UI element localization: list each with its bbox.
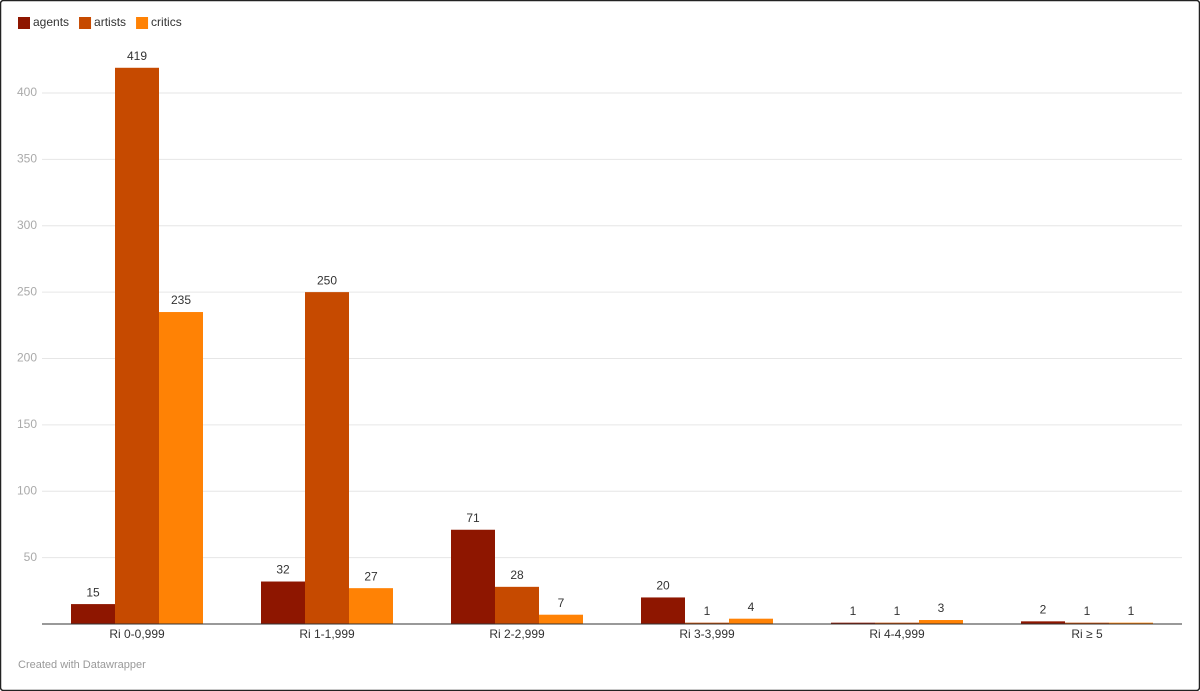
bar	[539, 614, 583, 624]
x-tick-label: Ri 2-2,999	[489, 627, 545, 641]
value-label: 27	[364, 569, 378, 583]
value-label: 71	[466, 511, 480, 525]
bar	[641, 597, 685, 624]
legend-label: agents	[33, 15, 69, 29]
value-label: 32	[276, 563, 290, 577]
value-label: 1	[1084, 604, 1091, 618]
bar	[1021, 621, 1065, 624]
bar	[159, 312, 203, 624]
bar	[685, 622, 729, 624]
y-tick-label: 150	[17, 417, 37, 431]
bar	[305, 292, 349, 624]
value-label: 250	[317, 273, 337, 287]
x-tick-label: Ri 0-0,999	[109, 627, 165, 641]
bar	[71, 604, 115, 624]
y-tick-label: 400	[17, 85, 37, 99]
bar	[1109, 622, 1153, 624]
bar	[115, 67, 159, 625]
legend-swatch	[18, 17, 30, 29]
value-label: 7	[558, 596, 565, 610]
y-tick-label: 250	[17, 284, 37, 298]
y-tick-label: 200	[17, 351, 37, 365]
value-label: 235	[171, 293, 191, 307]
x-tick-label: Ri ≥ 5	[1071, 627, 1103, 641]
value-label: 2	[1040, 603, 1047, 617]
y-tick-label: 100	[17, 483, 37, 497]
bar	[831, 622, 875, 624]
bar	[919, 620, 963, 624]
value-label: 1	[1128, 604, 1135, 618]
y-tick-label: 300	[17, 218, 37, 232]
value-label: 1	[850, 604, 857, 618]
bar	[875, 622, 919, 624]
y-tick-label: 50	[24, 550, 38, 564]
legend-label: artists	[94, 15, 126, 29]
value-label: 1	[704, 604, 711, 618]
bar	[349, 588, 393, 624]
value-label: 419	[127, 49, 147, 63]
x-tick-label: Ri 3-3,999	[679, 627, 735, 641]
bar	[1065, 622, 1109, 624]
legend-label: critics	[151, 15, 182, 29]
value-label: 28	[510, 568, 524, 582]
legend-swatch	[79, 17, 92, 29]
bar	[261, 581, 305, 624]
footer: Created with Datawrapper	[18, 659, 146, 671]
x-tick-label: Ri 1-1,999	[299, 627, 355, 641]
value-label: 20	[656, 579, 670, 593]
value-label: 4	[748, 600, 755, 614]
bar	[729, 618, 773, 624]
value-label: 3	[938, 601, 945, 615]
value-label: 15	[86, 585, 100, 599]
x-tick-label: Ri 4-4,999	[869, 627, 925, 641]
bar	[451, 529, 495, 624]
bar	[495, 586, 539, 624]
value-label: 1	[894, 604, 901, 618]
y-tick-label: 350	[17, 152, 37, 166]
legend-swatch	[136, 17, 149, 29]
